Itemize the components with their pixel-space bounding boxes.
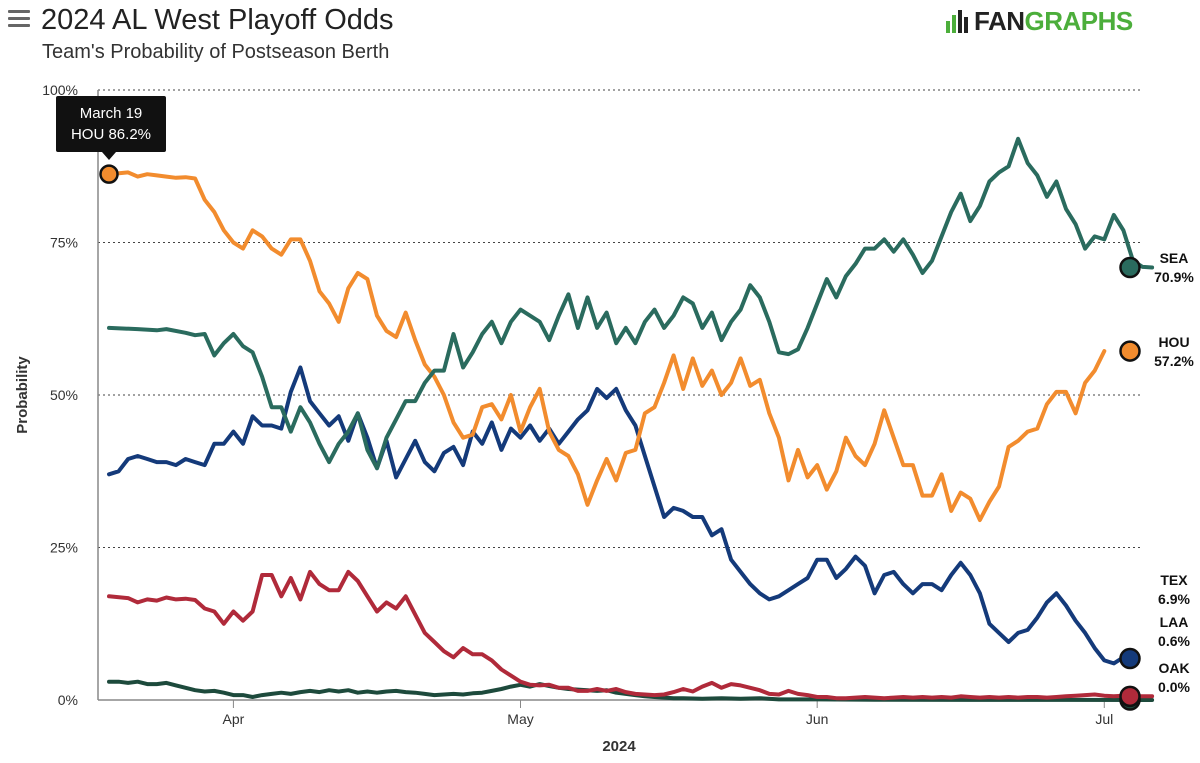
- team-value-sea: 70.9%: [1154, 269, 1194, 285]
- x-tick-label: Jul: [1095, 711, 1113, 727]
- team-value-hou: 57.2%: [1154, 353, 1194, 369]
- team-label-laa: LAA: [1160, 614, 1189, 630]
- fangraphs-logo[interactable]: FANGRAPHS: [944, 6, 1133, 36]
- chart-menu-button[interactable]: [8, 10, 30, 28]
- y-tick-label: 75%: [50, 235, 78, 251]
- x-tick-label: Apr: [223, 711, 245, 727]
- y-axis-title: Probability: [14, 356, 31, 434]
- series-line-sea[interactable]: [107, 136, 1155, 471]
- menu-icon-bar: [8, 24, 30, 27]
- tooltip-box: [56, 96, 166, 152]
- fangraphs-logo-icon: [946, 10, 968, 33]
- series-line-tex[interactable]: [107, 569, 1155, 701]
- team-value-tex: 6.9%: [1158, 591, 1190, 607]
- y-tick-label: 25%: [50, 540, 78, 556]
- team-label-hou: HOU: [1158, 334, 1189, 350]
- team-value-laa: 0.6%: [1158, 633, 1190, 649]
- end-marker-sea[interactable]: [1119, 256, 1141, 279]
- series-line-laa[interactable]: [107, 365, 1135, 666]
- y-tick-label: 0%: [58, 692, 78, 708]
- tooltip-date: March 19: [80, 105, 143, 122]
- menu-icon-bar: [8, 17, 30, 20]
- team-label-tex: TEX: [1160, 572, 1188, 588]
- team-label-sea: SEA: [1160, 250, 1189, 266]
- x-tick-label: May: [507, 711, 533, 727]
- series-line-hou[interactable]: [107, 170, 1107, 522]
- fangraphs-logo-text: FANGRAPHS: [974, 5, 1133, 36]
- x-axis-title: 2024: [602, 738, 636, 755]
- menu-icon-bar: [8, 10, 30, 13]
- y-tick-label: 100%: [42, 82, 78, 98]
- y-tick-label: 50%: [50, 387, 78, 403]
- end-marker-laa[interactable]: [1119, 647, 1141, 670]
- end-marker-tex[interactable]: [1119, 685, 1141, 708]
- team-value-oak: 0.0%: [1158, 679, 1190, 695]
- end-marker-hou[interactable]: [1119, 340, 1141, 362]
- chart-title: 2024 AL West Playoff Odds: [41, 4, 394, 36]
- series-line-oak[interactable]: [107, 679, 1155, 702]
- tooltip-value: HOU 86.2%: [71, 126, 151, 143]
- hover-point-marker[interactable]: [99, 164, 119, 184]
- x-tick-label: Jun: [806, 711, 829, 727]
- chart-subtitle: Team's Probability of Postseason Berth: [42, 41, 390, 63]
- team-label-oak: OAK: [1158, 660, 1189, 676]
- tooltip-pointer: [102, 152, 116, 160]
